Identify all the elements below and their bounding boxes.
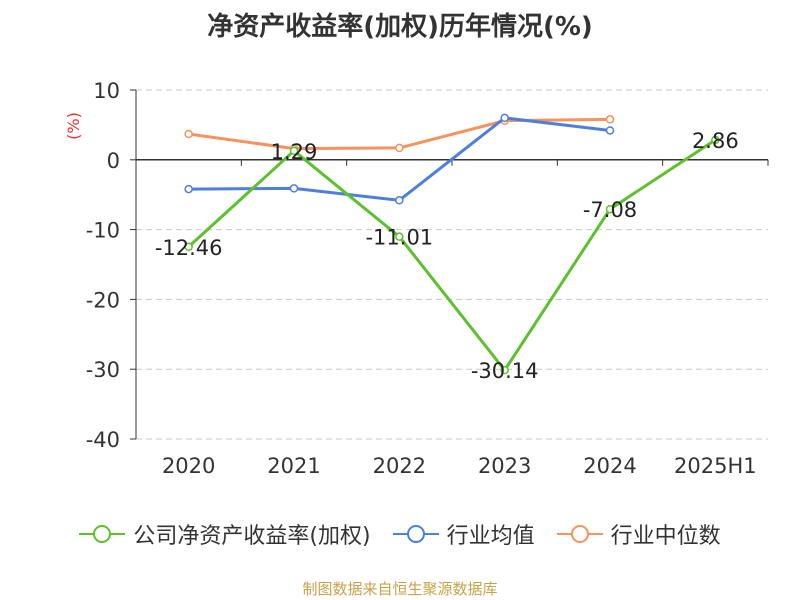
data-point [289,146,299,156]
label-layer: -12.46 1.29 -11.01 -30.14 -7.08 2.86 [155,129,739,383]
legend-item-industry-mean[interactable]: 行业均值 [392,518,535,550]
y-tick-label: -40 [86,428,120,452]
data-point [184,184,193,194]
legend-item-industry-median[interactable]: 行业中位数 [556,518,721,550]
axis-layer: 10 0 -10 -20 -30 -40 2020 2021 2022 2023 2024 2025H… [64,79,769,478]
series-line [187,138,717,372]
legend-label-industry-median: 行业中位数 [610,524,721,549]
data-point [184,129,193,139]
data-point [605,115,615,124]
legend-marker-company [79,525,126,543]
y-tick-label: -30 [86,358,120,382]
legend: 公司净资产收益率(加权) 行业均值 行业中位数 [0,518,800,550]
legend-label-industry-mean: 行业均值 [446,524,535,549]
x-tick-label: 2025H1 [674,454,757,478]
data-label: -12.46 [155,236,223,260]
x-tick-label: 2022 [373,454,426,478]
grid-layer [136,89,768,440]
data-label: 2.86 [692,129,739,153]
data-point [395,143,404,153]
y-tick-label: -10 [86,219,120,243]
x-tick-label: 2021 [267,454,320,478]
y-tick-label: -20 [86,288,120,312]
data-point [395,196,404,205]
x-tick-label: 2020 [162,454,215,478]
legend-marker-industry-median [556,525,603,543]
legend-label-company: 公司净资产收益率(加权) [133,524,371,549]
data-point [184,242,193,252]
data-label: -7.08 [583,198,637,222]
source-note: 制图数据来自恒生聚源数据库 [302,580,498,598]
data-point [605,126,615,135]
y-tick-label: 0 [107,149,120,173]
y-axis-label: (%) [64,112,83,140]
x-tick-label: 2024 [583,454,636,478]
data-label: 1.29 [271,140,318,164]
legend-item-company[interactable]: 公司净资产收益率(加权) [79,518,371,550]
data-point [500,365,509,375]
y-tick-label: 10 [93,79,120,103]
data-point [605,204,615,214]
data-point [395,232,404,241]
data-label: -11.01 [365,226,433,250]
x-tick-label: 2023 [478,454,531,478]
series-layer [184,113,720,375]
data-point [711,135,720,145]
data-label: -30.14 [471,359,539,383]
data-point [289,184,299,193]
legend-marker-industry-mean [392,525,439,543]
data-point [500,113,509,123]
chart-title: 净资产收益率(加权)历年情况(%) [207,12,593,42]
